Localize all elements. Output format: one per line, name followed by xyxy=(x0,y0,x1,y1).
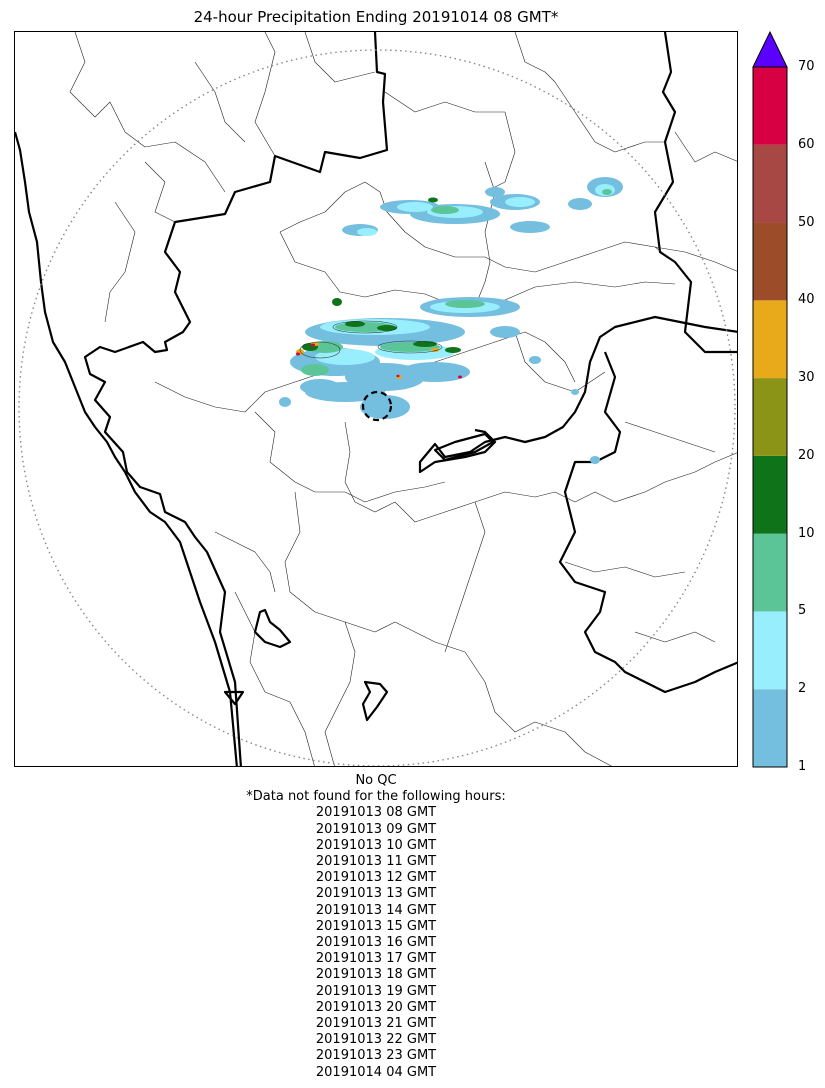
colorbar-tick-label: 20 xyxy=(798,447,815,463)
missing-hour: 20191013 09 GMT xyxy=(315,821,437,837)
missing-hour: 20191013 12 GMT xyxy=(315,870,437,886)
missing-hour: 20191013 17 GMT xyxy=(315,951,437,967)
missing-hour: 20191013 14 GMT xyxy=(315,902,437,918)
colorbar-extend-arrow xyxy=(752,30,788,68)
missing-hour: 20191013 16 GMT xyxy=(315,935,437,951)
state-boundaries xyxy=(15,32,737,766)
colorbar-tick-label: 70 xyxy=(798,59,815,74)
missing-hour: 20191013 13 GMT xyxy=(315,886,437,902)
colorbar-bin xyxy=(753,611,787,690)
colorbar-bin xyxy=(753,300,787,379)
radar-range-ring xyxy=(18,49,736,766)
missing-hour: 20191013 11 GMT xyxy=(315,854,437,870)
missing-hour: 20191014 04 GMT xyxy=(315,1064,437,1080)
precipitation-map xyxy=(14,31,738,767)
colorbar-bin xyxy=(753,222,787,301)
missing-hour: 20191013 22 GMT xyxy=(315,1032,437,1048)
colorbar-tick-label: 5 xyxy=(798,603,807,619)
precipitation-field xyxy=(279,177,623,464)
missing-data-header: *Data not found for the following hours: xyxy=(246,789,506,805)
colorbar-tick-label: 2 xyxy=(798,681,807,697)
colorbar-bin xyxy=(753,689,787,767)
map-canvas xyxy=(15,32,737,766)
colorbar-tick-label: 10 xyxy=(798,525,815,541)
colorbar-tick-label: 50 xyxy=(798,214,815,230)
colorbar-tick-label: 1 xyxy=(798,759,807,774)
colorbar-bin xyxy=(753,144,787,223)
colorbar-frame xyxy=(752,66,788,768)
missing-hour: 20191013 23 GMT xyxy=(315,1048,437,1064)
missing-hour: 20191013 21 GMT xyxy=(315,1016,437,1032)
district-boundaries xyxy=(69,32,737,766)
radar-site-marker xyxy=(361,390,393,422)
missing-hour: 20191013 18 GMT xyxy=(315,967,437,983)
missing-hour: 20191013 19 GMT xyxy=(315,983,437,999)
colorbar-bin xyxy=(753,533,787,612)
missing-hour: 20191013 20 GMT xyxy=(315,999,437,1015)
missing-hour: 20191013 10 GMT xyxy=(315,837,437,853)
map-title: 24-hour Precipitation Ending 20191014 08… xyxy=(193,8,559,26)
colorbar-bin xyxy=(753,455,787,534)
colorbar-tick-label: 60 xyxy=(798,136,815,152)
map-notes: No QC *Data not found for the following … xyxy=(14,773,738,1081)
missing-hour: 20191013 08 GMT xyxy=(315,805,437,821)
colorbar-tick-label: 30 xyxy=(798,370,815,386)
colorbar-bin xyxy=(753,67,787,145)
qc-note: No QC xyxy=(355,773,397,788)
missing-hour: 20191013 15 GMT xyxy=(315,918,437,934)
colorbar-tick-label: 40 xyxy=(798,292,815,308)
colorbar xyxy=(752,30,788,768)
colorbar-bin xyxy=(753,378,787,456)
